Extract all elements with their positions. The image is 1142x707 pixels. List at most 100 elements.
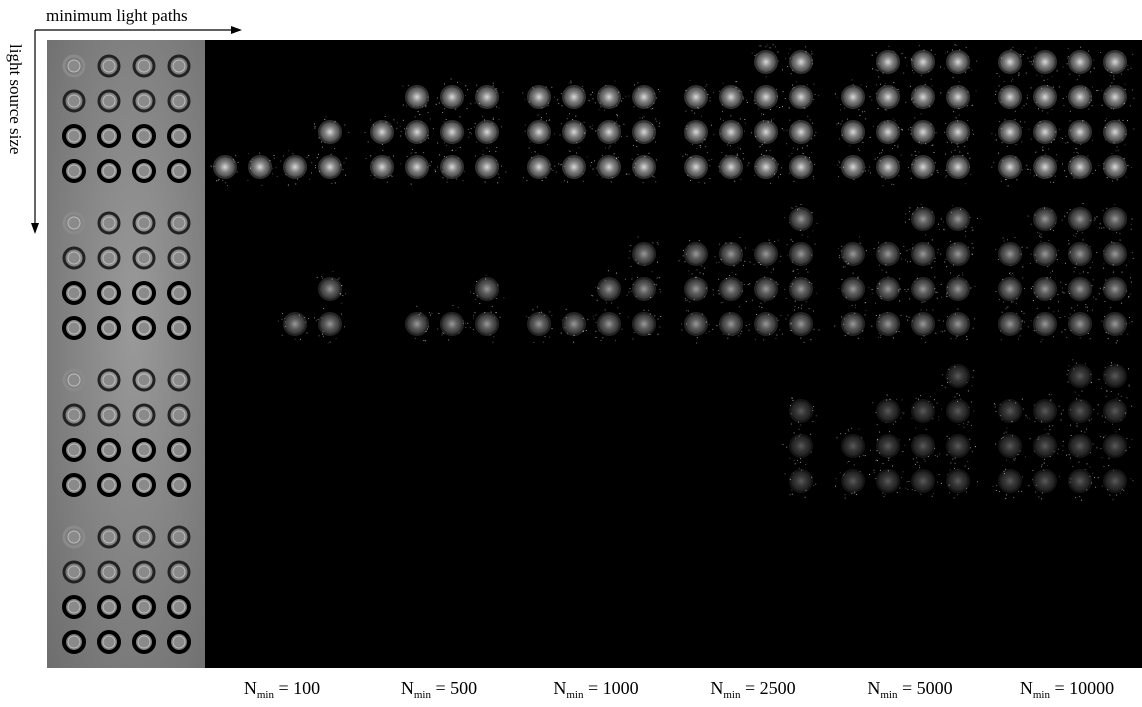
noise-speck — [706, 152, 708, 154]
noise-speck — [424, 105, 426, 107]
noise-speck — [1113, 142, 1115, 144]
noise-speck — [333, 121, 335, 123]
noise-speck — [1069, 292, 1071, 294]
noise-speck — [731, 272, 733, 274]
noise-speck — [1033, 55, 1035, 57]
noise-speck — [1121, 302, 1123, 304]
noise-speck — [909, 261, 911, 263]
rendered-sphere — [756, 244, 776, 264]
noise-speck — [621, 328, 623, 330]
noise-speck — [1018, 72, 1020, 74]
noise-speck — [625, 173, 627, 175]
noise-speck — [382, 149, 384, 151]
noise-speck — [760, 302, 762, 304]
noise-speck — [1061, 287, 1063, 289]
noise-speck — [875, 52, 877, 54]
noise-speck — [746, 101, 748, 103]
rendered-sphere — [320, 157, 340, 177]
noise-speck — [658, 89, 659, 90]
noise-speck — [1130, 67, 1132, 69]
noise-speck — [550, 168, 552, 170]
rendered-sphere-rim — [789, 434, 813, 458]
noise-speck — [306, 157, 308, 159]
noise-speck — [931, 267, 933, 269]
reference-sphere — [167, 54, 191, 78]
noise-speck — [1076, 425, 1078, 427]
noise-speck — [1120, 419, 1122, 421]
noise-speck — [1123, 103, 1125, 105]
noise-speck — [811, 476, 813, 478]
noise-speck — [484, 181, 486, 183]
noise-speck — [345, 157, 347, 159]
noise-speck — [1021, 246, 1023, 248]
noise-speck — [609, 145, 611, 147]
noise-speck — [1098, 227, 1100, 229]
rendered-sphere — [477, 122, 497, 142]
noise-speck — [948, 437, 950, 439]
noise-speck — [559, 134, 561, 136]
noise-speck — [949, 492, 951, 494]
rendered-sphere-rim — [876, 242, 900, 266]
noise-speck — [1041, 492, 1043, 494]
reference-column — [62, 54, 191, 654]
noise-speck — [878, 321, 880, 323]
noise-speck — [903, 246, 905, 247]
noise-speck — [1093, 67, 1095, 69]
noise-speck — [1104, 139, 1106, 141]
reference-sphere — [97, 630, 121, 654]
reference-sphere-core — [67, 408, 81, 422]
noise-speck — [1122, 119, 1124, 121]
noise-speck — [1001, 88, 1003, 90]
noise-speck — [213, 165, 215, 167]
noise-speck — [810, 433, 812, 435]
noise-speck — [1130, 223, 1132, 225]
noise-speck — [781, 128, 783, 130]
noise-speck — [963, 426, 965, 428]
noise-speck — [812, 230, 814, 232]
noise-speck — [798, 307, 799, 309]
rendered-sphere-rim — [1068, 399, 1092, 423]
noise-speck — [991, 133, 993, 135]
noise-speck — [632, 338, 634, 340]
rendered-sphere — [320, 279, 340, 299]
noise-speck — [879, 469, 881, 471]
noise-speck — [1002, 279, 1004, 281]
noise-speck — [1076, 79, 1078, 81]
noise-speck — [786, 244, 788, 246]
rendered-sphere-rim — [1103, 85, 1127, 109]
render-background — [205, 40, 1142, 668]
noise-speck — [920, 74, 922, 76]
rendered-sphere — [948, 122, 968, 142]
rendered-sphere-rim — [876, 399, 900, 423]
noise-speck — [568, 150, 570, 152]
noise-speck — [1062, 440, 1064, 442]
noise-speck — [946, 377, 948, 379]
noise-speck — [1024, 321, 1025, 323]
noise-speck — [938, 474, 940, 475]
reference-sphere — [62, 438, 86, 462]
noise-speck — [1113, 75, 1115, 77]
noise-speck — [390, 126, 392, 128]
rendered-sphere — [564, 87, 584, 107]
noise-speck — [686, 253, 687, 255]
noise-speck — [1130, 167, 1132, 168]
noise-speck — [1098, 378, 1100, 380]
rendered-sphere — [791, 157, 811, 177]
noise-speck — [727, 144, 729, 146]
noise-speck — [792, 269, 794, 271]
noise-speck — [748, 162, 750, 164]
noise-speck — [696, 147, 698, 149]
rendered-sphere-rim — [1033, 434, 1057, 458]
noise-speck — [913, 72, 915, 74]
noise-speck — [495, 298, 497, 299]
noise-speck — [565, 317, 567, 319]
noise-speck — [617, 307, 619, 309]
noise-speck — [800, 424, 802, 426]
noise-speck — [755, 166, 757, 168]
noise-speck — [1070, 409, 1071, 411]
rendered-sphere — [721, 279, 741, 299]
noise-speck — [791, 283, 793, 285]
rendered-sphere — [1070, 401, 1090, 421]
noise-speck — [764, 301, 766, 303]
noise-speck — [1116, 146, 1118, 148]
